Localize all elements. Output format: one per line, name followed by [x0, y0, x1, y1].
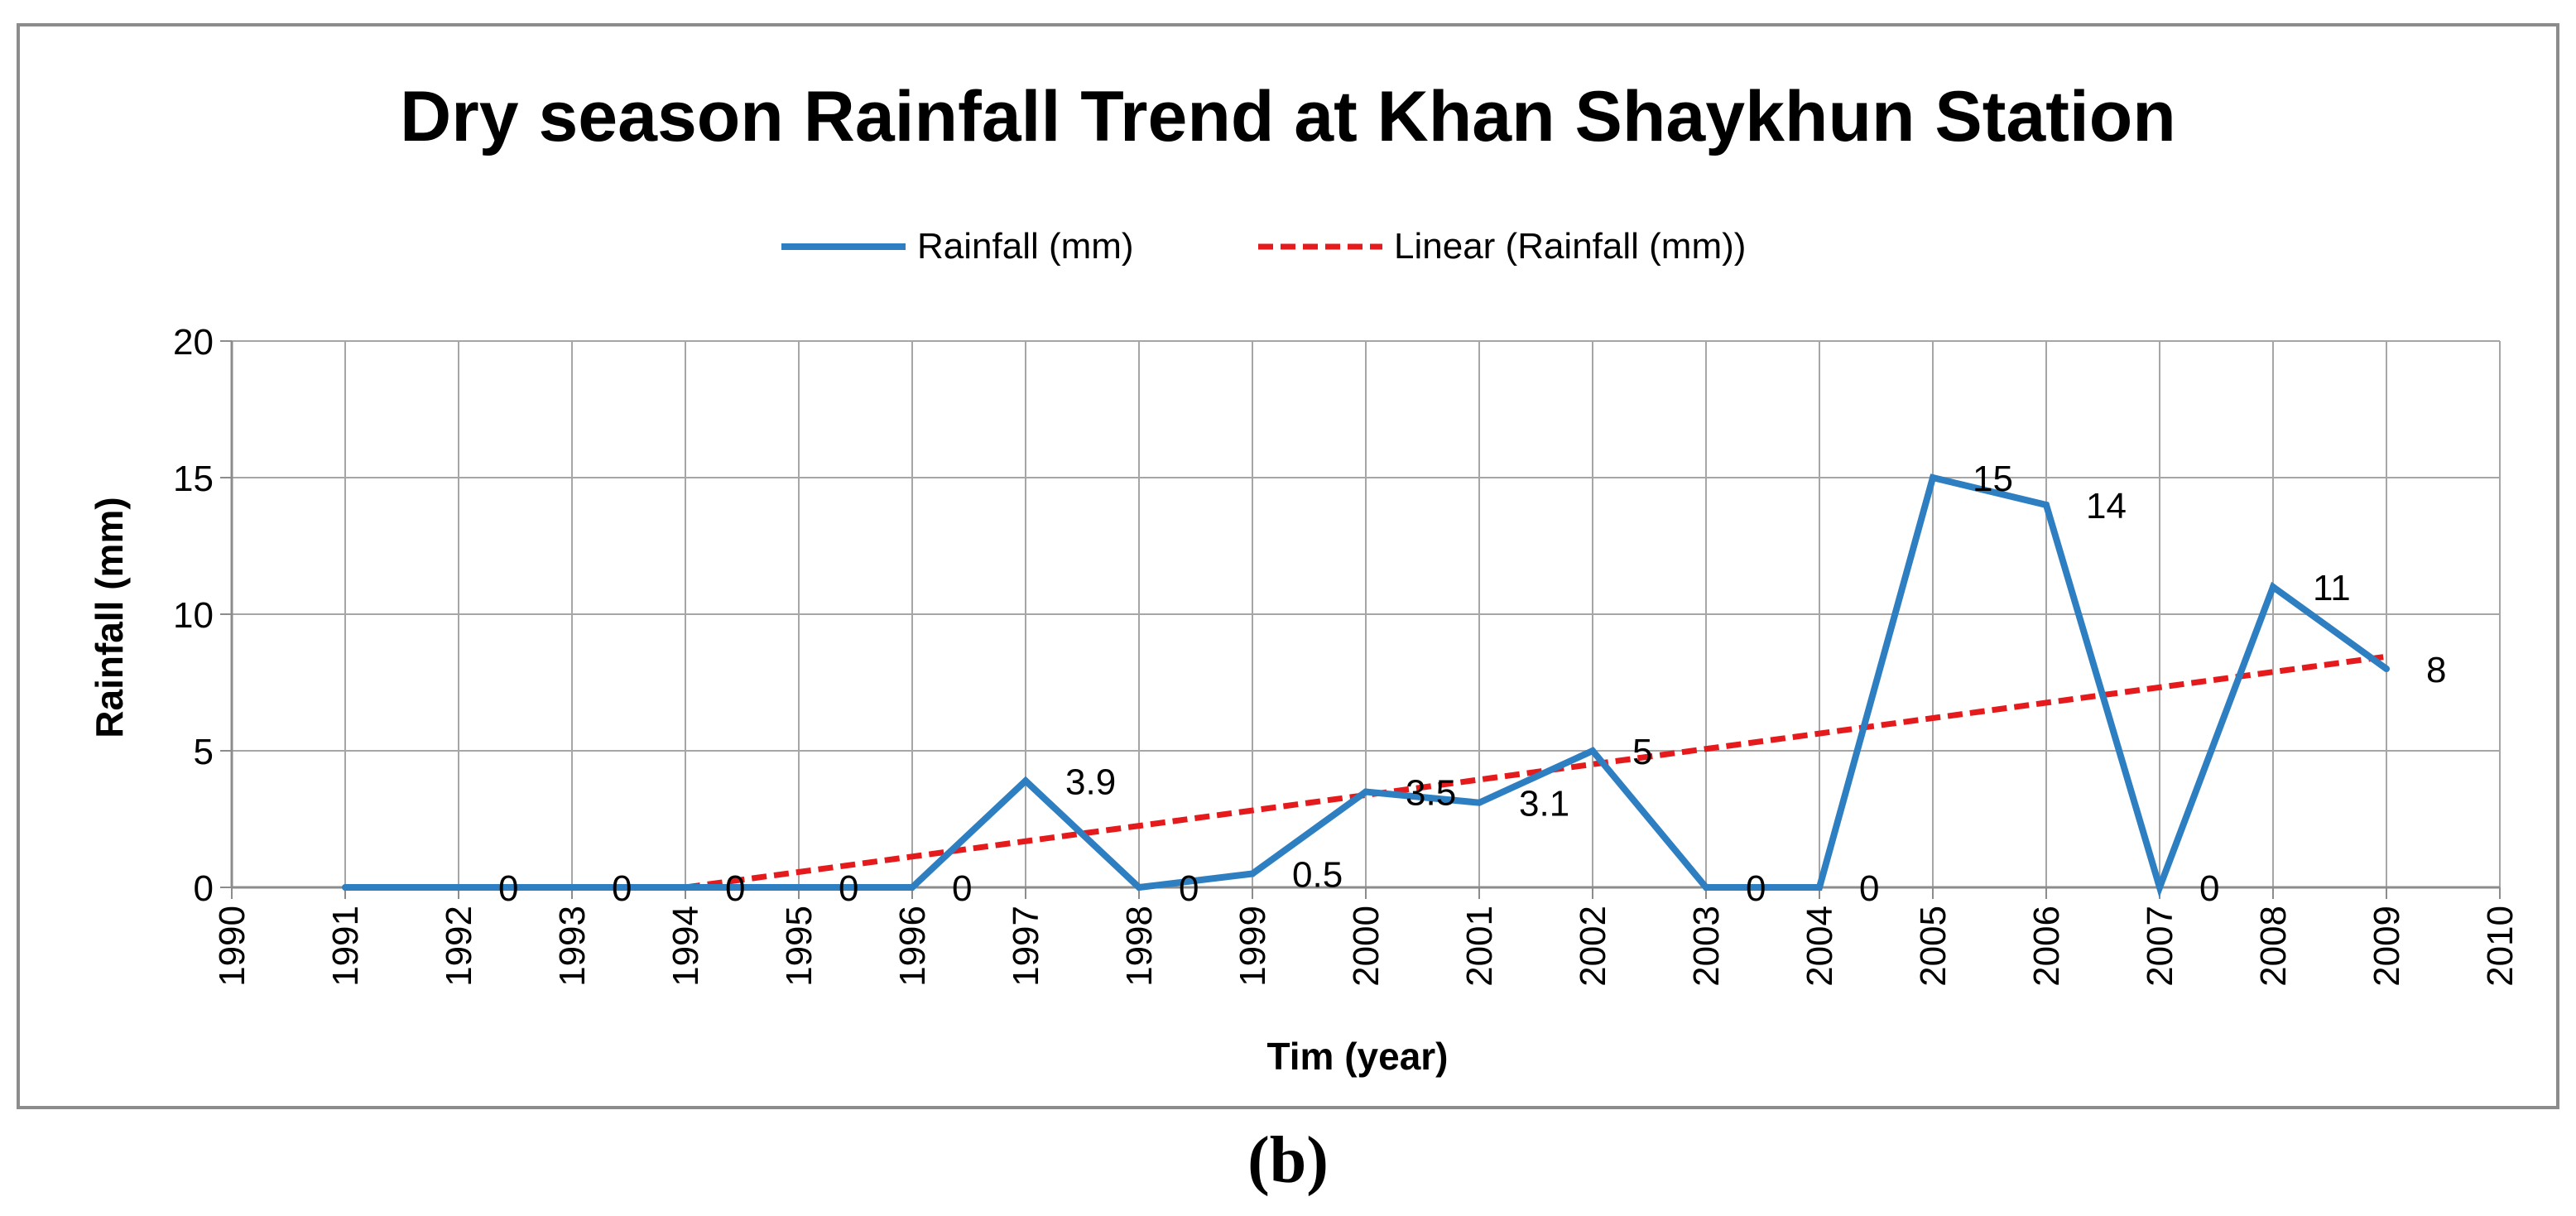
y-axis-title: Rainfall (mm) — [88, 497, 131, 738]
x-tick-label: 2009 — [2367, 906, 2407, 987]
data-point — [1930, 474, 1936, 481]
data-point — [2383, 666, 2390, 672]
y-axis-ticks: 0 5 10 15 20 — [173, 322, 232, 909]
x-tick-label: 2010 — [2480, 906, 2521, 987]
y-tick-label: 10 — [173, 595, 214, 636]
data-point — [455, 884, 462, 891]
data-label: 0 — [612, 868, 632, 909]
x-tick-label: 1993 — [552, 906, 593, 987]
data-point — [1136, 884, 1142, 891]
data-point — [795, 884, 802, 891]
x-tick-label: 2006 — [2026, 906, 2067, 987]
x-tick-label: 1991 — [325, 906, 366, 987]
data-label: 14 — [2086, 486, 2127, 526]
data-point — [909, 884, 916, 891]
data-point — [1703, 884, 1709, 891]
x-axis-ticks: 1990 1991 1992 1993 1994 1995 1996 1997 1998 1999… — [212, 887, 2521, 987]
data-point — [342, 884, 348, 891]
x-tick-label: 2002 — [1573, 906, 1613, 987]
data-point — [1476, 799, 1483, 806]
x-tick-label: 2001 — [1459, 906, 1500, 987]
data-label: 3.9 — [1065, 762, 1116, 802]
data-point — [682, 884, 689, 891]
data-label: 0 — [952, 868, 972, 909]
legend-label-linear: Linear (Rainfall (mm)) — [1394, 226, 1746, 267]
data-label: 3.5 — [1406, 773, 1456, 814]
data-label: 0.5 — [1292, 855, 1343, 896]
data-label: 0 — [498, 868, 518, 909]
x-tick-label: 1994 — [666, 906, 706, 987]
data-point — [2156, 884, 2163, 891]
x-tick-label: 2003 — [1686, 906, 1727, 987]
x-tick-label: 1998 — [1119, 906, 1160, 987]
data-point — [2270, 584, 2276, 590]
y-tick-label: 0 — [194, 868, 214, 909]
y-tick-label: 5 — [194, 732, 214, 772]
legend: Rainfall (mm) Linear (Rainfall (mm)) — [781, 226, 1746, 267]
chart-title: Dry season Rainfall Trend at Khan Shaykh… — [400, 77, 2176, 156]
data-point — [1249, 870, 1256, 877]
data-label: 0 — [1746, 868, 1766, 909]
data-label: 0 — [2199, 868, 2219, 909]
data-point — [1022, 777, 1029, 785]
data-point — [1589, 747, 1596, 754]
data-labels: 0 0 0 0 0 3.9 0 0.5 3.5 3.1 5 0 0 15 14 0 11 8 — [498, 459, 2446, 909]
data-point — [569, 884, 575, 891]
y-tick-label: 20 — [173, 322, 214, 363]
x-tick-label: 2007 — [2140, 906, 2180, 987]
data-label: 0 — [839, 868, 858, 909]
x-tick-label: 2000 — [1346, 906, 1387, 987]
data-label: 0 — [1859, 868, 1879, 909]
x-tick-label: 2004 — [1800, 906, 1840, 987]
legend-label-rainfall: Rainfall (mm) — [917, 226, 1134, 267]
x-tick-label: 1992 — [439, 906, 479, 987]
x-tick-label: 1990 — [212, 906, 252, 987]
x-tick-label: 1996 — [892, 906, 933, 987]
x-tick-label: 2005 — [1913, 906, 1954, 987]
grid — [231, 340, 2501, 888]
data-point — [1816, 884, 1823, 891]
series-rainfall — [342, 473, 2390, 898]
data-point — [1362, 788, 1369, 795]
x-tick-label: 1999 — [1233, 906, 1273, 987]
data-label: 0 — [725, 868, 745, 909]
data-point — [2043, 502, 2050, 508]
data-label: 0 — [1179, 868, 1199, 909]
chart-frame — [17, 23, 2559, 1109]
y-tick-label: 15 — [173, 459, 214, 499]
data-label: 5 — [1632, 732, 1652, 772]
x-tick-label: 1997 — [1006, 906, 1046, 987]
data-label: 8 — [2426, 650, 2446, 690]
x-tick-label: 2008 — [2253, 906, 2294, 987]
figure-caption: (b) — [1247, 1124, 1329, 1197]
data-label: 3.1 — [1519, 784, 1569, 824]
data-label: 15 — [1973, 459, 2013, 499]
x-axis-title: Tim (year) — [1266, 1035, 1448, 1078]
x-tick-label: 1995 — [779, 906, 819, 987]
data-label: 11 — [2313, 568, 2351, 608]
